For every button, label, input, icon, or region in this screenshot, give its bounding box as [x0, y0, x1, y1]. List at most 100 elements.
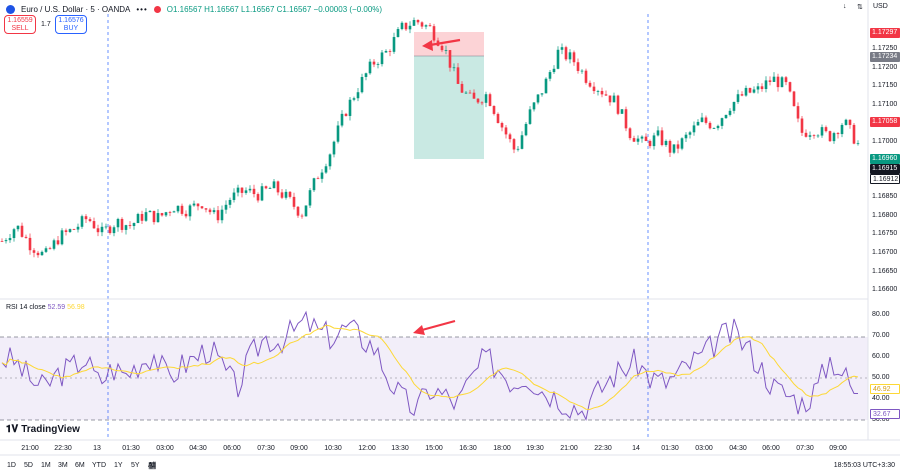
candle-body — [692, 125, 696, 133]
candle-body — [752, 89, 756, 93]
candle-body — [468, 92, 472, 94]
candle-body — [160, 213, 164, 216]
timeframe-ytd[interactable]: YTD — [92, 462, 106, 469]
candle-body — [432, 26, 436, 41]
time-label: 06:00 — [762, 445, 780, 452]
candle-body — [264, 186, 268, 189]
candle-body — [660, 130, 664, 146]
candle-body — [224, 204, 228, 210]
candle-body — [556, 49, 560, 69]
symbol-legend[interactable]: Euro / U.S. Dollar · 5 · OANDA ••• O1.16… — [6, 3, 382, 15]
candle-body — [220, 209, 224, 221]
tradingview-logo[interactable]: 𝟏𝐕 TradingView — [6, 424, 80, 435]
candle-body — [768, 80, 772, 82]
candle-body — [316, 178, 320, 180]
candle-body — [484, 94, 488, 103]
candle-body — [696, 121, 700, 126]
candle-body — [828, 131, 832, 142]
timeframe-6m[interactable]: 6M — [75, 462, 85, 469]
candle-body — [312, 178, 316, 191]
date-range-icon[interactable]: ▦ — [148, 460, 157, 470]
candle-body — [180, 205, 184, 214]
candle-body — [300, 215, 304, 217]
candle-body — [40, 251, 44, 256]
rsi-title: RSI 14 close — [6, 304, 46, 311]
candle-body — [64, 230, 68, 232]
candle-body — [708, 122, 712, 129]
candle-body — [100, 226, 104, 233]
candle-body — [44, 248, 48, 252]
price-tag-entry: 1.17234 — [870, 52, 900, 62]
timeframe-3m[interactable]: 3M — [58, 462, 68, 469]
candle-body — [148, 210, 152, 213]
candle-body — [628, 128, 632, 139]
candle-body — [744, 87, 748, 96]
timeframe-all[interactable]: All — [148, 462, 156, 469]
candle-body — [748, 87, 752, 93]
candle-body — [48, 248, 52, 250]
candle-body — [352, 98, 356, 100]
clock[interactable]: 18:55:03 UTC+3:30 — [833, 462, 895, 469]
timeframe-1d[interactable]: 1D — [7, 462, 16, 469]
candle-body — [600, 91, 604, 95]
candle-body — [376, 64, 380, 65]
download-icon[interactable]: ↓ — [843, 3, 847, 10]
candle-body — [136, 213, 140, 224]
candle-body — [364, 73, 368, 77]
time-label: 21:00 — [560, 445, 578, 452]
annotation-arrow-price — [422, 38, 461, 51]
candle-body — [788, 82, 792, 92]
time-label: 19:30 — [526, 445, 544, 452]
rsi-tick: 50.00 — [872, 374, 890, 381]
symbol-title[interactable]: Euro / U.S. Dollar · 5 · OANDA — [21, 4, 131, 14]
candle-body — [20, 225, 24, 237]
price-tick: 1.17250 — [872, 45, 898, 52]
candle-body — [536, 94, 540, 103]
candle-body — [36, 252, 40, 256]
rsi-legend[interactable]: RSI 14 close 52.59 56.98 — [6, 304, 85, 311]
candle-body — [712, 128, 716, 129]
price-tick: 1.16650 — [872, 268, 898, 275]
candle-body — [460, 83, 464, 93]
rsi-value: 52.59 — [47, 304, 66, 311]
timeframe-1m[interactable]: 1M — [41, 462, 51, 469]
timeframe-5y[interactable]: 5Y — [131, 462, 140, 469]
timeframe-1y[interactable]: 1Y — [114, 462, 123, 469]
compare-icon[interactable]: ⇅ — [857, 4, 863, 11]
candle-body — [304, 205, 308, 217]
spread-value: 1.7 — [41, 21, 51, 28]
candle-body — [336, 125, 340, 142]
candle-body — [616, 95, 620, 114]
candle-body — [760, 86, 764, 90]
candle-body — [644, 136, 648, 142]
time-label: 06:00 — [223, 445, 241, 452]
price-tick: 1.16850 — [872, 193, 898, 200]
candle-body — [8, 238, 12, 241]
time-label: 22:30 — [54, 445, 72, 452]
candle-body — [68, 229, 72, 232]
candle-body — [436, 40, 440, 46]
candle-body — [576, 62, 580, 71]
candle-body — [108, 226, 112, 234]
candle-body — [416, 19, 420, 23]
rsi-tick: 40.00 — [872, 395, 890, 402]
buy-button[interactable]: 1.16576 BUY — [55, 15, 87, 34]
sell-button[interactable]: 1.16559 SELL — [4, 15, 36, 34]
price-tick: 1.16800 — [872, 212, 898, 219]
eur-usd-flag-icon — [6, 4, 15, 14]
candle-body — [0, 241, 4, 242]
candle-body — [144, 212, 148, 221]
more-options-icon[interactable]: ••• — [136, 4, 148, 14]
candle-body — [120, 218, 124, 230]
rsi-line — [1, 310, 858, 422]
candle-body — [524, 123, 528, 136]
timeframe-5d[interactable]: 5D — [24, 462, 33, 469]
candle-body — [560, 47, 564, 50]
ohlc-values: O1.16567 H1.16567 L1.16567 C1.16567 −0.0… — [166, 4, 383, 14]
currency-select[interactable]: USD — [873, 3, 888, 10]
candle-body — [128, 225, 132, 227]
candle-body — [296, 206, 300, 216]
candle-body — [156, 213, 160, 223]
sell-label: SELL — [11, 25, 29, 32]
